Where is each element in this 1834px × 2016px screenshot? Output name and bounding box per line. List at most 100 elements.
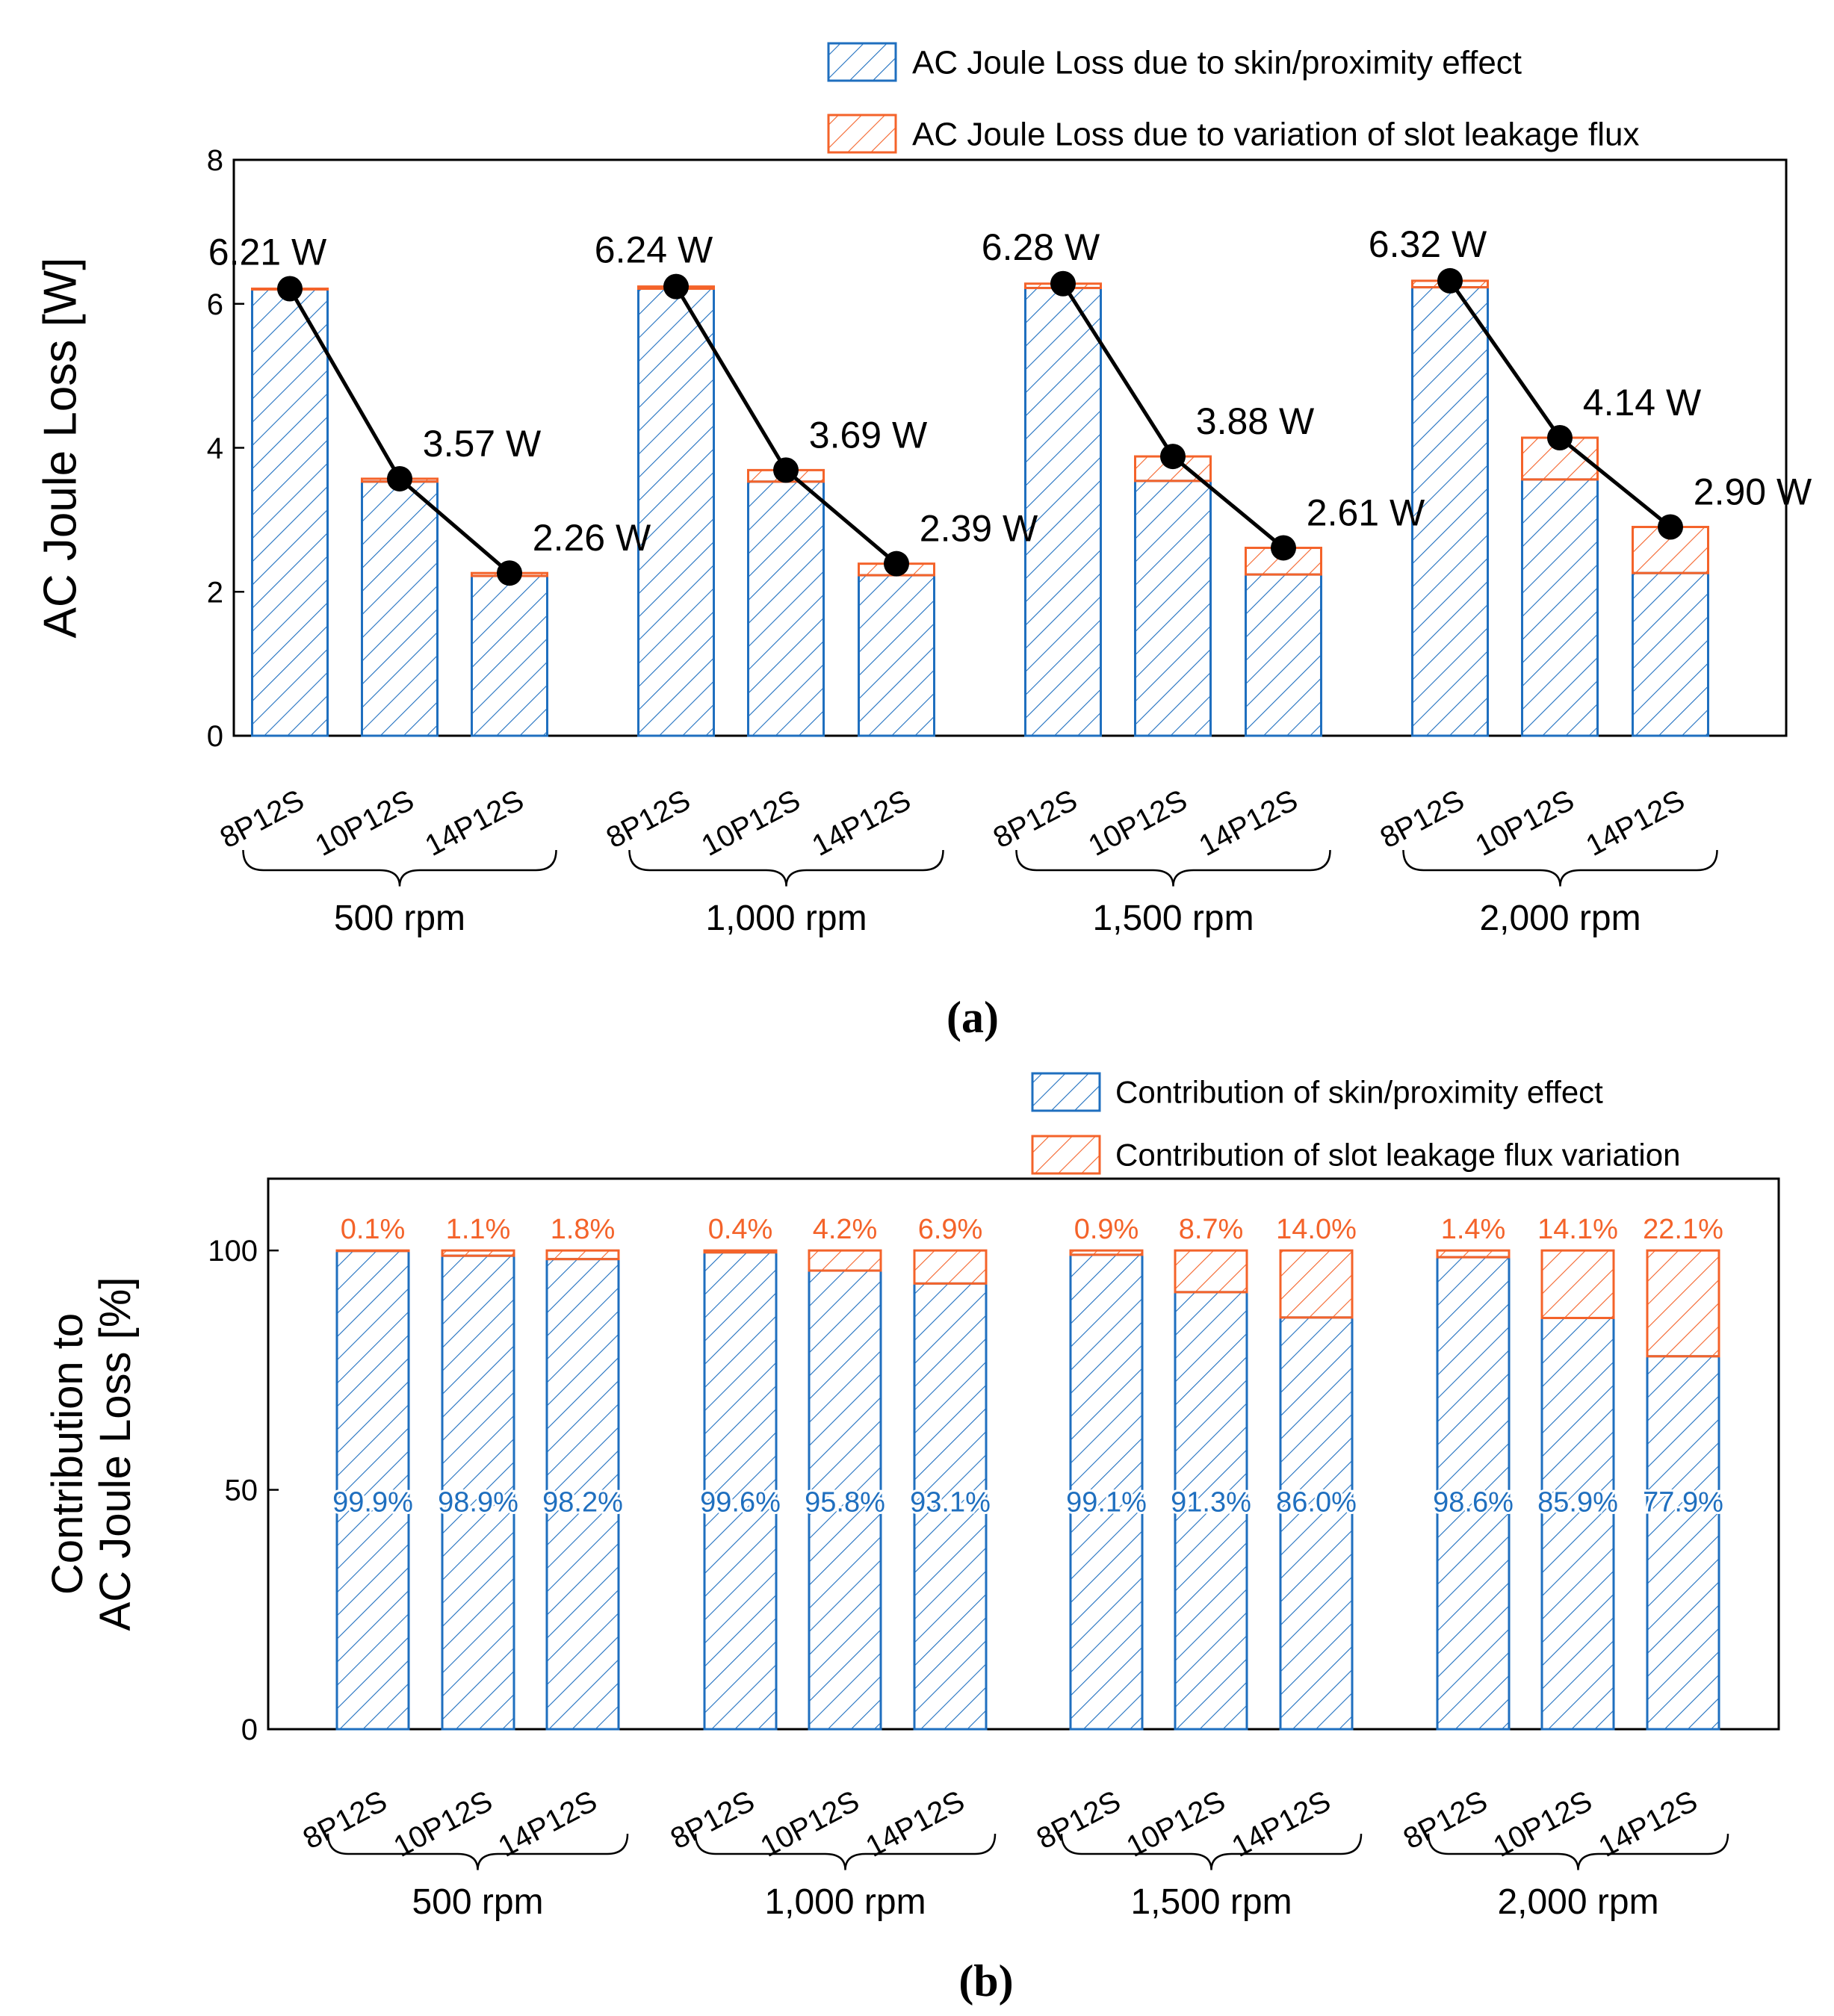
bar-slot-leakage xyxy=(1646,1249,1720,1358)
category-label: 14P12S xyxy=(807,784,916,863)
category-label: 10P12S xyxy=(1083,784,1192,863)
data-label-slot-leakage: 14.0% xyxy=(1276,1214,1357,1245)
panel-b: 0 50 100 Contribution toAC Joule Loss [%] Co… xyxy=(43,1072,1780,2006)
subfigure-label: (a) xyxy=(947,993,999,1042)
data-label-slot-leakage: 4.2% xyxy=(813,1214,878,1245)
bar-slot-leakage xyxy=(545,1249,620,1261)
y-tick-label: 0 xyxy=(207,720,223,753)
category-label: 8P12S xyxy=(215,784,310,855)
bar-skin-proximity xyxy=(747,480,825,737)
y-axis-label: AC Joule Loss [W] xyxy=(35,258,87,639)
bar-skin-proximity xyxy=(251,288,329,737)
data-label-slot-leakage: 1.8% xyxy=(551,1214,616,1245)
y-tick-label: 50 xyxy=(225,1474,258,1507)
bar-skin-proximity xyxy=(1521,478,1599,737)
category-label: 14P12S xyxy=(1593,1784,1703,1864)
y-tick-label: 4 xyxy=(207,432,223,465)
y-tick-label: 8 xyxy=(207,144,223,177)
total-value-label: 6.24 W xyxy=(595,229,713,271)
total-marker xyxy=(387,465,412,491)
total-marker xyxy=(1160,444,1186,470)
total-value-label: 2.39 W xyxy=(920,508,1038,550)
bar-skin-proximity xyxy=(1411,286,1489,737)
legend-swatch-skin xyxy=(827,42,897,82)
category-label: 8P12S xyxy=(601,784,696,855)
bar-skin-proximity xyxy=(361,480,439,737)
bar-skin-proximity xyxy=(1174,1291,1248,1731)
group-brace xyxy=(1402,849,1718,887)
total-value-label: 2.90 W xyxy=(1694,471,1812,513)
legend-label-slot: Contribution of slot leakage flux variat… xyxy=(1115,1138,1680,1173)
category-label: 8P12S xyxy=(666,1784,760,1855)
bar-skin-proximity xyxy=(1540,1316,1615,1731)
group-brace xyxy=(326,1833,629,1870)
total-value-label: 3.57 W xyxy=(423,423,542,465)
group-label: 1,500 rpm xyxy=(1130,1882,1292,1922)
data-label-skin-proximity: 93.1% xyxy=(910,1487,991,1519)
y-tick-label: 6 xyxy=(207,288,223,321)
total-marker xyxy=(1658,514,1683,540)
category-label: 10P12S xyxy=(310,784,419,863)
plot-frame xyxy=(267,1177,1780,1731)
data-label-skin-proximity: 99.9% xyxy=(332,1487,413,1519)
data-label-skin-proximity: 85.9% xyxy=(1537,1487,1618,1519)
group-brace xyxy=(1015,849,1331,887)
group-brace xyxy=(694,1833,997,1870)
bar-skin-proximity xyxy=(471,574,548,737)
data-label-slot-leakage: 22.1% xyxy=(1643,1214,1723,1245)
total-marker xyxy=(1050,270,1076,297)
bar-slot-leakage xyxy=(913,1249,988,1285)
bar-skin-proximity xyxy=(1134,480,1212,737)
category-label: 14P12S xyxy=(420,784,529,863)
data-label-skin-proximity: 98.6% xyxy=(1433,1487,1514,1519)
group-label: 1,000 rpm xyxy=(764,1882,926,1922)
bar-slot-leakage xyxy=(1174,1249,1248,1294)
y-tick-label: 100 xyxy=(208,1235,258,1268)
total-value-label: 2.26 W xyxy=(533,517,651,559)
category-label: 14P12S xyxy=(493,1784,602,1864)
bar-skin-proximity xyxy=(1279,1316,1354,1731)
category-label: 8P12S xyxy=(988,784,1083,855)
group-label: 1,000 rpm xyxy=(705,899,867,938)
data-label-skin-proximity: 95.8% xyxy=(805,1487,885,1519)
data-label-slot-leakage: 0.9% xyxy=(1074,1214,1139,1245)
total-value-label: 3.69 W xyxy=(809,414,928,456)
bar-skin-proximity xyxy=(335,1250,410,1731)
y-tick-label: 0 xyxy=(241,1713,258,1746)
bar-skin-proximity xyxy=(1436,1256,1511,1731)
data-label-skin-proximity: 77.9% xyxy=(1643,1487,1723,1519)
legend-swatch-slot xyxy=(1031,1135,1101,1175)
bar-skin-proximity xyxy=(1245,573,1322,737)
group-brace xyxy=(1427,1833,1729,1870)
category-label: 10P12S xyxy=(755,1784,864,1864)
total-marker xyxy=(497,560,522,586)
category-label: 10P12S xyxy=(388,1784,498,1864)
bar-slot-leakage xyxy=(1436,1249,1511,1259)
bar-skin-proximity xyxy=(808,1269,882,1731)
group-label: 500 rpm xyxy=(412,1882,543,1922)
data-label-slot-leakage: 1.4% xyxy=(1441,1214,1506,1245)
bar-skin-proximity xyxy=(1632,571,1709,737)
data-label-skin-proximity: 91.3% xyxy=(1171,1487,1251,1519)
category-label: 10P12S xyxy=(1488,1784,1597,1864)
bar-slot-leakage xyxy=(1279,1249,1354,1319)
data-label-slot-leakage: 6.9% xyxy=(918,1214,983,1245)
total-value-label: 6.32 W xyxy=(1369,223,1487,265)
legend-label-skin: AC Joule Loss due to skin/proximity effe… xyxy=(912,44,1522,81)
data-label-slot-leakage: 8.7% xyxy=(1179,1214,1244,1245)
panel-a: 0 2 4 6 8 AC Joule Loss [W] AC Joule Loss due … xyxy=(35,42,1812,1042)
data-label-skin-proximity: 99.1% xyxy=(1066,1487,1147,1519)
bar-skin-proximity xyxy=(545,1258,620,1731)
y-axis-label-line: AC Joule Loss [%] xyxy=(91,1277,140,1631)
group-label: 500 rpm xyxy=(334,899,465,938)
total-marker xyxy=(1437,267,1463,294)
bar-skin-proximity xyxy=(858,574,935,737)
total-marker xyxy=(277,276,303,302)
bar-skin-proximity xyxy=(703,1251,778,1731)
data-label-slot-leakage: 14.1% xyxy=(1537,1214,1618,1245)
y-axis-label-line: Contribution to xyxy=(43,1313,92,1595)
bar-skin-proximity xyxy=(1646,1355,1720,1731)
data-label-slot-leakage: 0.4% xyxy=(708,1214,773,1245)
group-label: 1,500 rpm xyxy=(1092,899,1254,938)
